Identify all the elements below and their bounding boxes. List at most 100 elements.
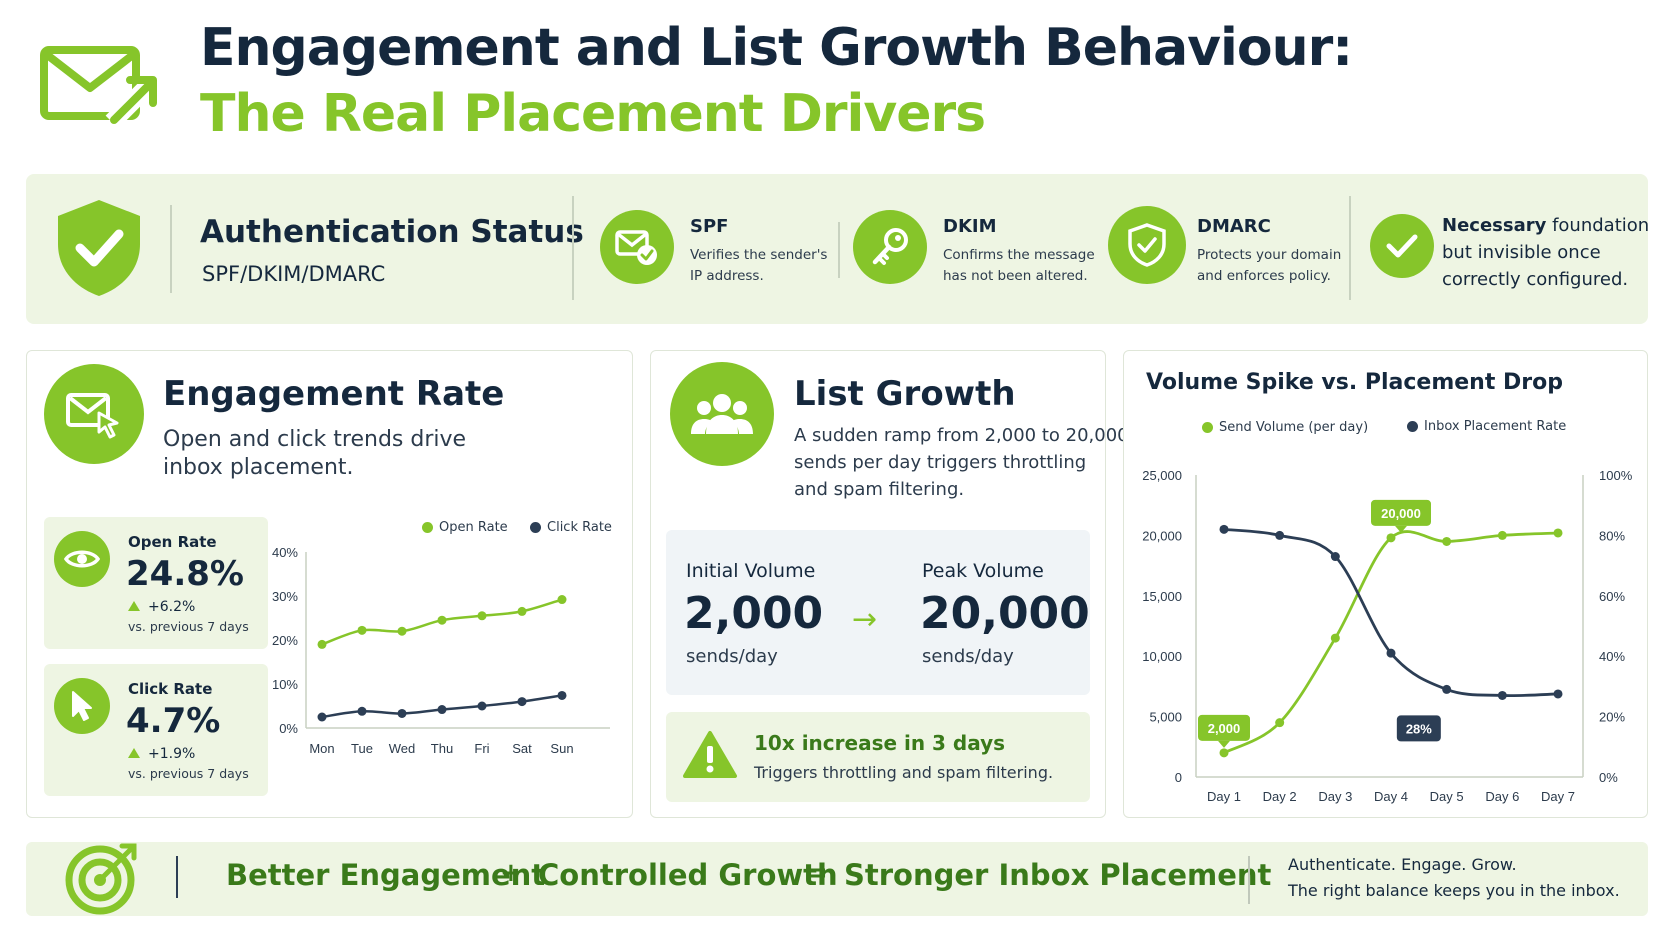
data-point [557,595,567,605]
data-point [1553,689,1563,699]
y-right-tick-label: 100% [1599,468,1633,483]
volume-chart-title: Volume Spike vs. Placement Drop [1146,370,1563,395]
y-tick-label: 30% [272,589,298,604]
data-point [357,625,367,635]
data-point [1497,530,1507,540]
alert-text: Triggers throttling and spam filtering. [754,763,1054,782]
warning-icon [683,731,737,778]
dkim-text-line2: has not been altered. [943,268,1088,284]
y-left-tick-label: 5,000 [1149,710,1182,725]
list-growth-title: List Growth [794,374,1016,414]
initial-volume-value: 2,000 [684,588,824,639]
footer-note: The right balance keeps you in the inbox… [1288,881,1620,900]
x-tick-label: Day 5 [1430,789,1464,804]
footer-tagline: Authenticate. Engage. Grow. [1288,855,1517,874]
legend-open-rate: Open Rate [422,520,508,535]
x-tick-label: Sun [550,741,573,756]
annotation-start: 2,000 [1208,721,1241,736]
auth-subtitle: SPF/DKIM/DMARC [202,262,386,286]
y-right-tick-label: 20% [1599,710,1625,725]
x-tick-label: Thu [431,741,453,756]
annotation-low: 28% [1406,721,1432,736]
alert-box: 10x increase in 3 days Triggers throttli… [666,712,1090,802]
series-line-1 [1223,527,1559,698]
dmarc-title: DMARC [1197,216,1271,237]
annotation-start-bg [1198,714,1250,741]
data-point [517,697,527,707]
up-triangle-icon [128,601,140,611]
y-left-tick-label: 15,000 [1142,589,1182,604]
page-subtitle: The Real Placement Drivers [200,84,986,144]
key-icon [853,210,927,284]
annotation-peak-pointer [1395,525,1407,533]
term-stronger-inbox-placement: Stronger Inbox Placement [844,858,1272,892]
spf-title: SPF [690,216,729,237]
legend-dot [1202,422,1213,433]
check-circle-icon [1370,214,1434,278]
y-left-tick-label: 20,000 [1142,528,1182,543]
initial-volume-unit: sends/day [686,646,778,667]
x-tick-label: Wed [389,741,416,756]
auth-note: Necessary foundation but invisible once … [1442,215,1650,290]
engagement-subtitle-line2: inbox placement. [163,455,354,480]
click-rate-value: 4.7% [126,701,221,741]
legend-send-volume: Send Volume (per day) [1202,420,1368,435]
list-growth-subtitle-line3: and spam filtering. [794,479,965,500]
plus-operator: + [500,858,522,888]
volume-placement-chart: 0 5,000 10,000 15,000 20,000 25,000 0% 20% 40% 60… [1142,468,1633,804]
x-tick-label: Day 2 [1263,789,1297,804]
data-point [1330,633,1340,643]
y-left-tick-label: 0 [1175,770,1182,785]
annotation-peak-bg [1371,499,1431,526]
open-rate-label: Open Rate [128,533,217,551]
legend-click-rate: Click Rate [530,520,612,535]
spf-text-line2: IP address. [690,268,764,284]
divider [176,856,178,898]
y-right-tick-label: 60% [1599,589,1625,604]
data-point [397,626,407,636]
data-point [477,701,487,711]
alert-title: 10x increase in 3 days [754,731,1006,755]
y-right-tick-label: 80% [1599,528,1625,543]
data-point [317,639,327,649]
list-growth-subtitle-line2: sends per day triggers throttling [794,452,1087,473]
data-point [1275,718,1285,728]
legend-dot [1407,421,1418,432]
data-point [437,615,447,625]
data-point [1442,684,1452,694]
x-tick-label: Day 7 [1541,789,1575,804]
x-tick-label: Sat [512,741,532,756]
dmarc-text-line1: Protects your domain [1197,247,1342,263]
data-point [1219,748,1229,758]
divider [1349,196,1351,300]
data-point [1275,530,1285,540]
arrow-right-icon: → [852,602,878,637]
click-rate-note: vs. previous 7 days [128,766,249,781]
target-icon [65,843,137,915]
legend-dot [530,522,541,533]
y-tick-label: 10% [272,677,298,692]
open-rate-change: +6.2% [128,599,195,615]
annotation-low-bg [1396,715,1441,742]
data-point [317,712,327,722]
data-point [1442,536,1452,546]
dkim-title: DKIM [943,216,997,237]
peak-volume-value: 20,000 [920,588,1090,639]
peak-volume-unit: sends/day [922,646,1014,667]
term-better-engagement: Better Engagement [226,858,546,892]
divider [572,196,574,300]
data-point [357,706,367,716]
data-point [1497,690,1507,700]
auth-title: Authentication Status [200,214,584,250]
click-rate-label: Click Rate [128,680,213,698]
y-left-tick-label: 10,000 [1142,649,1182,664]
mail-arrow-icon [40,46,159,126]
list-growth-subtitle-line1: A sudden ramp from 2,000 to 20,000 [794,425,1129,446]
mail-check-icon [600,210,674,284]
y-tick-label: 20% [272,633,298,648]
open-rate-value: 24.8% [126,554,244,594]
dkim-text-line1: Confirms the message [943,247,1095,263]
x-tick-label: Fri [474,741,489,756]
x-tick-label: Day 4 [1374,789,1408,804]
series-line-0 [1223,530,1559,755]
